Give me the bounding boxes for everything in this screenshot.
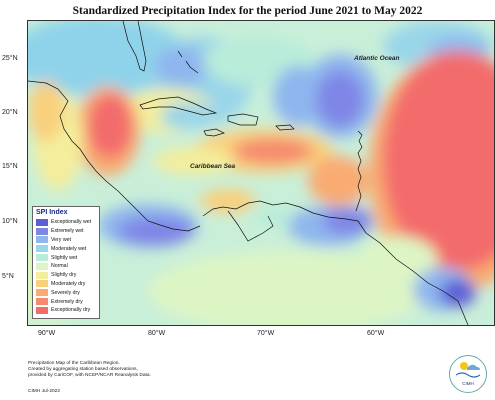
legend-label: Slightly dry bbox=[51, 272, 77, 279]
legend-swatch bbox=[36, 271, 48, 279]
logo-emblem-icon bbox=[455, 362, 481, 378]
legend-swatch bbox=[36, 218, 48, 226]
lat-label-25: 25°N bbox=[2, 55, 18, 62]
legend-title: SPI Index bbox=[36, 209, 68, 216]
legend-swatch bbox=[36, 280, 48, 288]
legend-label: Exceptionally wet bbox=[51, 219, 92, 226]
lat-label-15: 15°N bbox=[2, 163, 18, 170]
legend-swatch bbox=[36, 245, 48, 253]
atlantic-ocean-label: Atlantic Ocean bbox=[354, 55, 400, 62]
legend-swatch bbox=[36, 298, 48, 306]
lat-label-5: 5°N bbox=[2, 273, 14, 280]
footer-line-2: Created by aggregating station based obs… bbox=[28, 367, 138, 372]
lon-label-90: 90°W bbox=[38, 330, 56, 337]
legend-rows: Exceptionally wet Extremely wet Very wet Mo… bbox=[36, 218, 96, 315]
legend-item: Moderately dry bbox=[36, 280, 96, 289]
legend-item: Slightly dry bbox=[36, 271, 96, 280]
map-title: Standardized Precipitation Index for the… bbox=[72, 5, 423, 17]
caribbean-sea-label: Caribbean Sea bbox=[190, 163, 236, 170]
legend-label: Moderately dry bbox=[51, 280, 86, 287]
legend-label: Very wet bbox=[51, 236, 71, 243]
legend-item: Moderately wet bbox=[36, 244, 96, 253]
legend-swatch bbox=[36, 289, 48, 297]
legend-item: Severely dry bbox=[36, 288, 96, 297]
legend-swatch bbox=[36, 236, 48, 244]
legend-label: Extremely dry bbox=[51, 298, 83, 305]
legend-label: Severely dry bbox=[51, 289, 80, 296]
logo-text: CIMH bbox=[462, 381, 474, 386]
footer-line-1: Precipitation Map of the Caribbean Regio… bbox=[28, 361, 120, 366]
lat-label-20: 20°N bbox=[2, 109, 18, 116]
legend-swatch bbox=[36, 227, 48, 235]
lon-label-80: 80°W bbox=[148, 330, 166, 337]
legend-item: Very wet bbox=[36, 236, 96, 245]
legend-item: Exceptionally dry bbox=[36, 306, 96, 315]
lon-label-60: 60°W bbox=[367, 330, 385, 337]
legend-swatch bbox=[36, 306, 48, 314]
legend-item: Slightly wet bbox=[36, 253, 96, 262]
legend-swatch bbox=[36, 254, 48, 262]
spi-legend: SPI Index Exceptionally wet Extremely wet… bbox=[32, 206, 100, 319]
footer-line-3: provided by CariCOF, with NCEP/NCAR Rean… bbox=[28, 373, 151, 378]
lat-label-10: 10°N bbox=[2, 218, 18, 225]
legend-item: Extremely wet bbox=[36, 227, 96, 236]
legend-label: Extremely wet bbox=[51, 228, 84, 235]
legend-swatch bbox=[36, 262, 48, 270]
lon-label-70: 70°W bbox=[257, 330, 275, 337]
legend-label: Normal bbox=[51, 263, 68, 270]
legend-item: Exceptionally wet bbox=[36, 218, 96, 227]
coastlines bbox=[28, 21, 469, 325]
cimh-logo: CIMH bbox=[449, 355, 487, 393]
legend-label: Exceptionally dry bbox=[51, 307, 91, 314]
legend-item: Extremely dry bbox=[36, 297, 96, 306]
footer-credit: CIMH Jul-2022 bbox=[28, 389, 60, 394]
legend-label: Moderately wet bbox=[51, 245, 87, 252]
legend-item: Normal bbox=[36, 262, 96, 271]
legend-label: Slightly wet bbox=[51, 254, 78, 261]
